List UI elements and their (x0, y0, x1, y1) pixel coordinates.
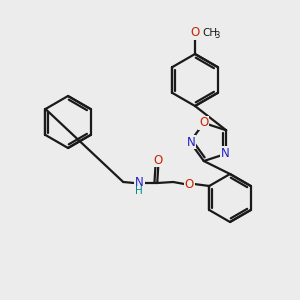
Text: O: O (190, 26, 200, 40)
Text: O: O (199, 116, 208, 130)
Text: O: O (154, 154, 163, 166)
Text: 3: 3 (214, 32, 219, 40)
Text: O: O (184, 178, 194, 190)
Text: H: H (135, 186, 143, 196)
Text: CH: CH (202, 28, 217, 38)
Text: N: N (221, 147, 230, 160)
Text: N: N (187, 136, 195, 148)
Text: N: N (135, 176, 144, 190)
